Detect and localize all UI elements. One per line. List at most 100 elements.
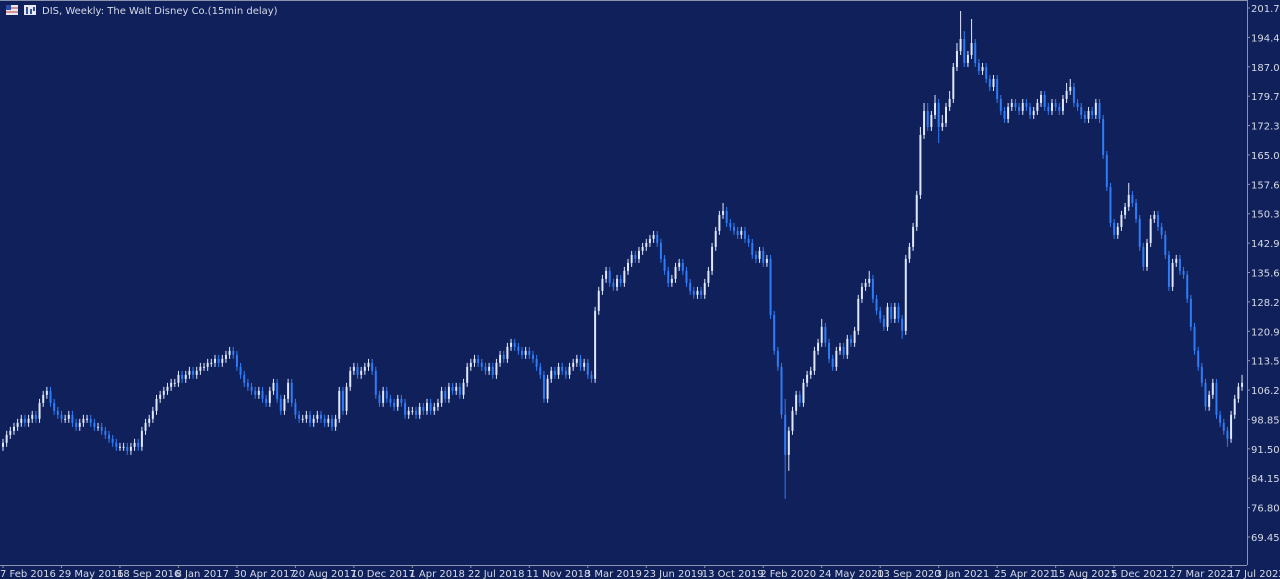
candle-body [243, 374, 246, 383]
candle-body [184, 374, 187, 379]
candle-body [151, 410, 154, 419]
candle-body [1113, 222, 1116, 235]
candle-body [210, 362, 213, 364]
candle-body [499, 354, 502, 363]
candle-body [1050, 102, 1053, 111]
candle-body [425, 402, 428, 411]
candle-body [250, 386, 253, 391]
candle-body [1131, 194, 1134, 203]
candle-body [56, 410, 59, 415]
candle-body [769, 258, 772, 315]
candle-body [20, 418, 23, 423]
candle-body [1200, 366, 1203, 383]
candle-body [1124, 206, 1127, 215]
x-tick-label: 29 May 2016 [58, 569, 123, 579]
x-tick-label: 11 Nov 2018 [526, 569, 590, 579]
candle-body [1091, 110, 1094, 115]
candle-body [674, 266, 677, 279]
candle-body [590, 374, 593, 379]
candle-body [648, 238, 651, 243]
candle-body [923, 110, 926, 135]
candle-body [374, 370, 377, 395]
candle-body [444, 390, 447, 399]
candle-body [16, 422, 19, 427]
candle-body [612, 282, 615, 287]
candle-body [495, 362, 498, 375]
candle-body [67, 414, 70, 419]
candle-body [404, 402, 407, 415]
candle-body [2, 442, 4, 447]
candle-body [363, 366, 366, 371]
candle-body [371, 362, 374, 371]
candle-body [1072, 86, 1075, 103]
candle-body [985, 66, 988, 79]
y-tick-label: 106.20 [1251, 386, 1280, 397]
candle-body [857, 298, 860, 331]
candle-body [199, 366, 202, 371]
candle-body [824, 326, 827, 343]
candle-body [1007, 106, 1010, 119]
x-tick-label: 3 Jan 2021 [936, 569, 990, 579]
candle-body [696, 290, 699, 295]
candle-body [1061, 98, 1064, 111]
y-tick-label: 157.65 [1251, 180, 1280, 191]
candle-body [436, 402, 439, 407]
candle-body [257, 390, 260, 395]
candle-body [1025, 102, 1028, 107]
candle-body [553, 370, 556, 375]
y-tick-label: 172.35 [1251, 122, 1280, 133]
y-tick-label: 98.85 [1251, 415, 1280, 426]
candle-body [265, 398, 268, 403]
candle-body [1105, 154, 1108, 187]
candle-body [1178, 258, 1181, 271]
x-tick-label: 20 Aug 2017 [292, 569, 356, 579]
candle-body [473, 358, 476, 363]
x-tick-label: 23 Jun 2019 [643, 569, 703, 579]
candle-body [118, 446, 121, 448]
candle-body [393, 402, 396, 407]
y-tick-label: 120.90 [1251, 327, 1280, 338]
candle-body [312, 418, 315, 423]
candle-body [34, 414, 37, 419]
candle-body [31, 414, 34, 419]
candle-body [828, 342, 831, 359]
candle-body [78, 422, 81, 427]
candle-body [9, 430, 12, 435]
candle-body [415, 410, 418, 415]
candle-body [170, 382, 173, 387]
candle-body [440, 390, 443, 403]
candle-body [367, 362, 370, 367]
candle-body [323, 418, 326, 423]
chart-title: DIS, Weekly: The Walt Disney Co.(15min d… [42, 6, 278, 17]
candle-body [510, 342, 513, 347]
candle-body [389, 398, 392, 403]
candle-body [678, 262, 681, 267]
candle-body [908, 246, 911, 259]
candle-body [1160, 226, 1163, 235]
candle-body [268, 390, 271, 403]
candle-body [97, 426, 100, 428]
candle-body [411, 410, 414, 412]
candle-body [75, 422, 78, 427]
candle-body [791, 410, 794, 431]
candle-body [466, 366, 469, 383]
y-tick-label: 69.45 [1251, 533, 1280, 544]
candle-body [864, 282, 867, 287]
candle-body [637, 250, 640, 259]
candle-body [1241, 382, 1244, 387]
candle-body [1182, 270, 1185, 275]
candle-body [963, 38, 966, 63]
candle-body [802, 382, 805, 403]
candle-body [707, 270, 710, 283]
candle-body [385, 390, 388, 399]
candle-body [338, 390, 341, 419]
y-tick-label: 128.25 [1251, 298, 1280, 309]
candle-body [140, 430, 143, 447]
candle-body [86, 418, 89, 420]
candle-body [996, 78, 999, 99]
candle-body [349, 370, 352, 387]
candle-body [539, 366, 542, 375]
candle-body [433, 406, 436, 411]
